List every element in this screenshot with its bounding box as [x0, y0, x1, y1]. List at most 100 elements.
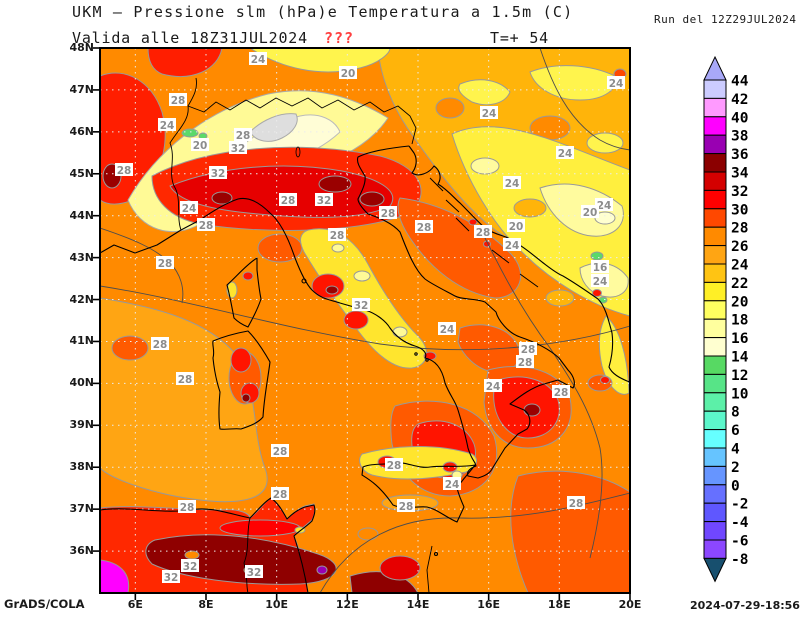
lon-tick-label: 10E [262, 599, 292, 611]
svg-text:24: 24 [609, 78, 624, 90]
svg-text:42: 42 [731, 92, 748, 108]
lat-tick-label: 40N [60, 377, 94, 389]
lon-tick-label: 18E [544, 599, 574, 611]
svg-text:0: 0 [731, 478, 740, 494]
svg-text:32: 32 [211, 168, 226, 180]
svg-text:24: 24 [251, 54, 266, 66]
svg-text:20: 20 [509, 221, 524, 233]
svg-text:6: 6 [731, 423, 740, 439]
lat-tick-label: 37N [60, 503, 94, 515]
lat-tick-label: 45N [60, 168, 94, 180]
svg-text:28: 28 [330, 230, 345, 242]
svg-text:28: 28 [381, 208, 396, 220]
svg-text:28: 28 [521, 344, 536, 356]
svg-text:32: 32 [731, 184, 748, 200]
svg-text:24: 24 [558, 148, 573, 160]
lat-tick-label: 36N [60, 545, 94, 557]
svg-text:28: 28 [281, 195, 296, 207]
svg-text:30: 30 [731, 202, 748, 218]
svg-text:20: 20 [341, 68, 356, 80]
lat-tick-label: 44N [60, 210, 94, 222]
lon-tick-label: 20E [615, 599, 645, 611]
svg-text:44: 44 [731, 74, 749, 90]
lon-tick-label: 6E [120, 599, 150, 611]
svg-text:28: 28 [518, 357, 533, 369]
svg-text:28: 28 [199, 220, 214, 232]
svg-text:-8: -8 [731, 552, 748, 568]
generation-timestamp: 2024-07-29-18:56 [690, 599, 800, 612]
lat-tick-label: 38N [60, 461, 94, 473]
svg-text:40: 40 [731, 110, 748, 126]
svg-text:28: 28 [731, 221, 748, 237]
svg-text:16: 16 [593, 262, 608, 274]
svg-text:32: 32 [183, 561, 198, 573]
svg-text:12: 12 [731, 368, 748, 384]
lat-tick-label: 48N [60, 42, 94, 54]
lon-tick-label: 8E [191, 599, 221, 611]
svg-text:28: 28 [417, 222, 432, 234]
svg-text:34: 34 [731, 166, 749, 182]
svg-text:28: 28 [399, 501, 414, 513]
lat-tick-label: 46N [60, 126, 94, 138]
svg-text:24: 24 [482, 108, 497, 120]
svg-text:28: 28 [153, 339, 168, 351]
lat-tick-label: 43N [60, 252, 94, 264]
svg-text:22: 22 [731, 276, 748, 292]
svg-text:24: 24 [440, 324, 455, 336]
forecast-lead-label: T=+ 54 [490, 29, 549, 47]
grads-credit: GrADS/COLA [4, 597, 84, 611]
temperature-pressure-map: 2420242824242820322428322432282424202828… [100, 48, 630, 593]
temperature-colorbar: 4442403836343230282624222018161412108642… [700, 50, 760, 595]
svg-text:24: 24 [505, 178, 520, 190]
lat-tick-label: 42N [60, 294, 94, 306]
svg-text:-4: -4 [731, 515, 749, 531]
svg-text:20: 20 [193, 140, 208, 152]
svg-text:32: 32 [317, 195, 332, 207]
svg-text:32: 32 [231, 143, 246, 155]
weather-map-page: UKM – Pressione slm (hPa)e Temperatura a… [0, 0, 800, 618]
missing-data-flag: ??? [324, 29, 354, 47]
svg-text:24: 24 [505, 240, 520, 252]
svg-text:28: 28 [180, 502, 195, 514]
lon-tick-label: 12E [332, 599, 362, 611]
svg-text:20: 20 [583, 207, 598, 219]
svg-text:14: 14 [731, 350, 749, 366]
svg-text:32: 32 [354, 300, 369, 312]
svg-text:28: 28 [158, 258, 173, 270]
svg-text:-2: -2 [731, 497, 748, 513]
svg-text:28: 28 [117, 165, 132, 177]
svg-text:28: 28 [273, 489, 288, 501]
lat-tick-label: 41N [60, 335, 94, 347]
svg-text:10: 10 [731, 386, 748, 402]
svg-text:28: 28 [554, 387, 569, 399]
svg-text:32: 32 [247, 567, 262, 579]
svg-text:2: 2 [731, 460, 740, 476]
svg-text:32: 32 [164, 572, 179, 584]
svg-text:20: 20 [731, 294, 748, 310]
svg-text:24: 24 [486, 381, 501, 393]
svg-text:18: 18 [731, 313, 748, 329]
svg-text:28: 28 [273, 446, 288, 458]
lat-tick-label: 47N [60, 84, 94, 96]
lon-tick-label: 14E [403, 599, 433, 611]
svg-text:28: 28 [178, 374, 193, 386]
svg-text:4: 4 [731, 442, 740, 458]
lon-tick-label: 16E [474, 599, 504, 611]
map-plot-area: 2420242824242820322428322432282424202828… [100, 48, 630, 593]
svg-text:24: 24 [182, 203, 197, 215]
svg-text:24: 24 [731, 258, 749, 274]
run-label: Run del 12Z29JUL2024 [654, 13, 796, 26]
svg-text:38: 38 [731, 129, 748, 145]
svg-text:26: 26 [731, 239, 748, 255]
page-title: UKM – Pressione slm (hPa)e Temperatura a… [72, 3, 573, 21]
svg-text:24: 24 [445, 479, 460, 491]
svg-text:24: 24 [160, 120, 175, 132]
svg-text:28: 28 [236, 130, 251, 142]
svg-text:28: 28 [476, 227, 491, 239]
svg-text:28: 28 [171, 95, 186, 107]
lat-tick-label: 39N [60, 419, 94, 431]
svg-text:36: 36 [731, 147, 748, 163]
svg-text:28: 28 [569, 498, 584, 510]
svg-text:8: 8 [731, 405, 740, 421]
svg-text:28: 28 [387, 460, 402, 472]
